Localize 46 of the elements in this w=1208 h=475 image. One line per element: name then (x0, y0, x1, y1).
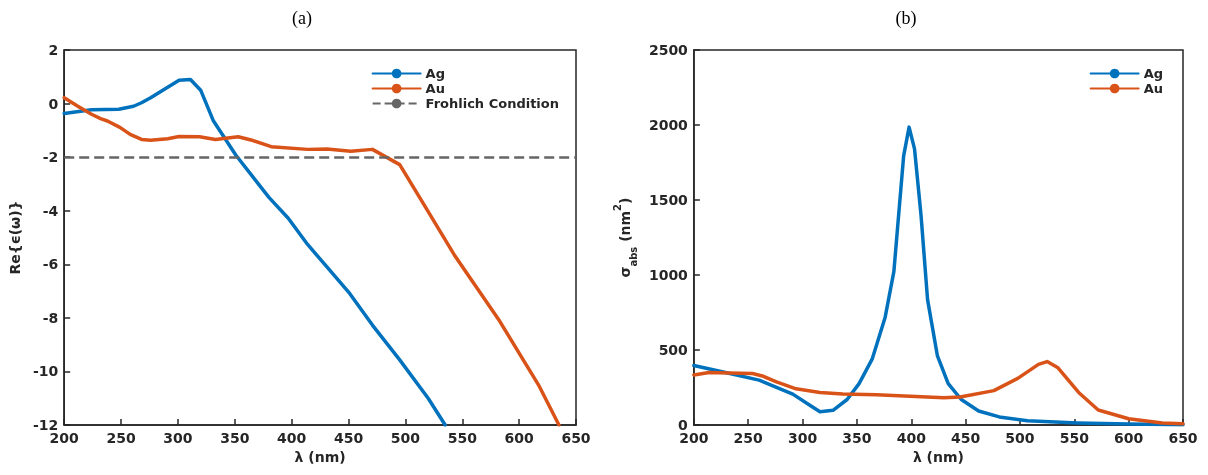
legend-label: Ag (425, 66, 445, 81)
x-tick-label: 350 (220, 430, 250, 446)
x-tick-label: 200 (679, 430, 709, 446)
x-tick-label: 550 (1059, 430, 1090, 446)
x-tick-label: 350 (842, 430, 872, 446)
y-tick-label: -8 (42, 309, 59, 326)
x-tick-label: 250 (106, 430, 136, 446)
x-tick-label: 450 (333, 430, 364, 446)
legend-label: Ag (1143, 66, 1164, 81)
chart-title: (b) (895, 8, 917, 29)
x-tick-label: 500 (1005, 430, 1035, 446)
y-tick-label: -10 (32, 363, 59, 380)
x-tick-label: 400 (896, 430, 927, 446)
x-tick-label: 600 (504, 430, 534, 446)
y-axis-title: σabs (nm2) (611, 197, 639, 278)
y-axis-title: Re{ϵ(ω)} (7, 200, 23, 275)
x-axis-title: λ (nm) (912, 448, 964, 465)
y-tick-label: 0 (678, 417, 689, 433)
x-tick-label: 500 (390, 430, 421, 446)
y-tick-label: 500 (658, 342, 689, 358)
y-tick-label: 2 (48, 42, 59, 58)
x-tick-label: 400 (277, 430, 307, 446)
legend-label: Au (1143, 81, 1163, 96)
x-tick-label: 550 (447, 430, 478, 446)
y-tick-label: -12 (32, 417, 59, 433)
x-tick-label: 300 (787, 430, 818, 446)
y-tick-label: -6 (42, 256, 59, 273)
legend-label: Frohlich Condition (425, 96, 559, 111)
y-tick-label: 0 (48, 95, 59, 112)
x-tick-label: 300 (163, 430, 193, 446)
line-series (62, 95, 561, 427)
x-tick-label: 650 (561, 430, 591, 446)
y-tick-label: 2500 (648, 42, 689, 58)
x-axis-title: λ (nm) (294, 448, 346, 465)
y-tick-label: 1000 (648, 267, 689, 283)
x-tick-label: 450 (950, 430, 981, 446)
y-tick-label: -2 (42, 149, 59, 166)
x-tick-label: 200 (49, 430, 80, 446)
x-tick-label: 600 (1114, 430, 1144, 446)
x-tick-label: 250 (733, 430, 764, 446)
y-tick-label: -4 (42, 202, 59, 219)
y-tick-label: 2000 (648, 117, 689, 133)
chart-title: (a) (292, 8, 312, 29)
x-tick-label: 650 (1168, 430, 1198, 446)
legend-label: Au (425, 81, 445, 96)
y-tick-label: 1500 (648, 192, 689, 208)
